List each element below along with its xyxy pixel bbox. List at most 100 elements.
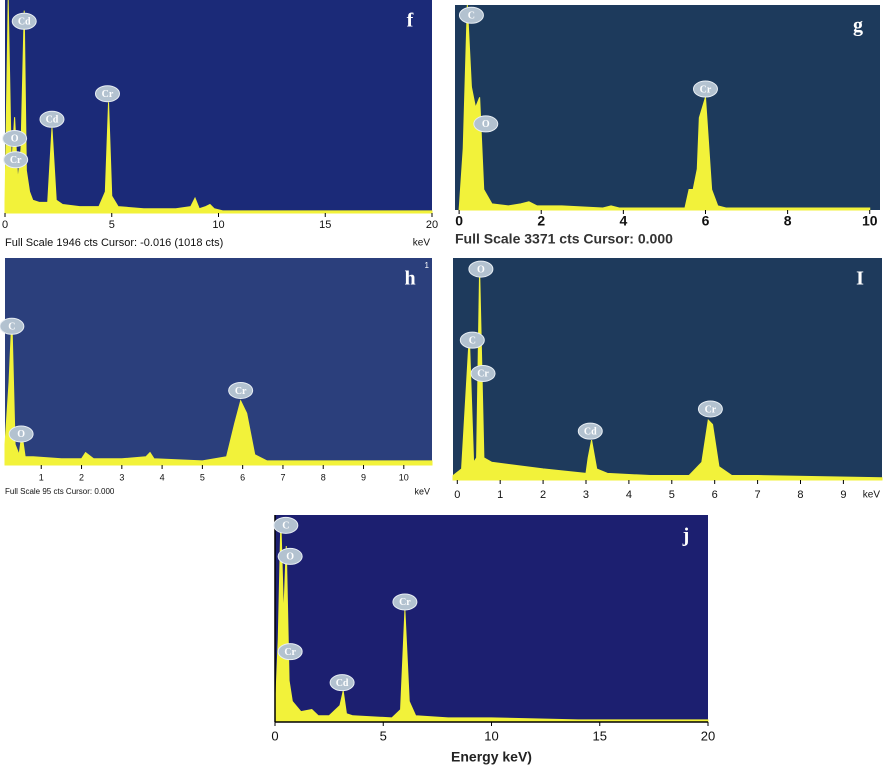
peak-label: Cr (399, 597, 411, 608)
x-tick-label: 7 (755, 489, 761, 501)
x-tick-label: 5 (200, 472, 205, 482)
x-tick-label: 6 (712, 489, 718, 501)
peak-badge (277, 547, 303, 565)
panel: 1 2 3 4 5 6 7 8 9 10 keV Full Scale 95 cts Cursor: … (0, 258, 433, 496)
peak-badge (473, 115, 499, 133)
footer: Full Scale 3371 cts Cursor: 0.000 (455, 231, 673, 247)
peak-label: C (468, 11, 475, 22)
plot-background (5, 258, 432, 465)
x-tick-label: 10 (399, 472, 409, 482)
x-tick-label: 5 (669, 489, 675, 501)
panel-letter: f (407, 10, 414, 32)
peak-badge (692, 80, 718, 98)
x-tick-label: 4 (626, 489, 632, 501)
footer: Full Scale 95 cts Cursor: 0.000 (5, 487, 115, 496)
peak-label: Cr (700, 84, 712, 95)
x-tick-label: 4 (160, 472, 165, 482)
peak-label: Cr (102, 89, 114, 100)
peak-label: O (286, 552, 294, 563)
x-tick-label: 5 (109, 219, 115, 231)
x-tick-label: 9 (361, 472, 366, 482)
panel: 0 5 10 15 20 keV Full Scale 1946 cts Cursor: -… (2, 0, 438, 249)
peak-badge (0, 317, 25, 335)
x-tick-label: 0 (454, 489, 460, 501)
spectrum (452, 269, 883, 481)
peak-label: O (17, 429, 25, 440)
unit-label: keV (414, 486, 430, 496)
x-tick-label: 9 (840, 489, 846, 501)
peak-badge (39, 110, 65, 128)
peak-label: O (482, 119, 490, 130)
peak-label: C (8, 322, 15, 333)
footer: Full Scale 1946 cts Cursor: -0.016 (1018… (5, 237, 223, 249)
peak-label: Cr (235, 386, 247, 397)
peak-badge (459, 331, 485, 349)
peak-badge (11, 12, 37, 30)
x-tick-label: 20 (426, 219, 438, 231)
x-tick-label: 2 (537, 213, 545, 229)
x-tick-label: 7 (280, 472, 285, 482)
peak-label: C (469, 335, 476, 346)
panel: 0 1 2 3 4 5 6 7 8 9 keV I O C Cr Cd Cr (452, 258, 883, 501)
x-tick-label: 8 (784, 213, 792, 229)
x-tick-label: 15 (319, 219, 331, 231)
peak-label: Cd (18, 17, 31, 28)
x-tick-label: 6 (702, 213, 710, 229)
peak-badge (577, 422, 603, 440)
peak-label: O (477, 264, 485, 275)
x-tick-label: 3 (119, 472, 124, 482)
peak-label: Cd (46, 115, 59, 126)
peak-badge (94, 85, 120, 103)
peak-label: Cr (705, 404, 717, 415)
peak-badge (392, 593, 418, 611)
spectrum (4, 318, 433, 466)
x-tick-label: 20 (701, 728, 715, 743)
panel-letter: g (853, 15, 863, 37)
peak-label: Cd (584, 426, 597, 437)
panel-letter: j (682, 525, 690, 547)
peak-badge (3, 151, 29, 169)
peak-label: Cr (477, 369, 489, 380)
x-tick-label: 10 (862, 213, 878, 229)
x-tick-label: 1 (497, 489, 503, 501)
peak-badge (228, 381, 254, 399)
x-tick-label: 0 (2, 219, 8, 231)
x-tick-label: 8 (797, 489, 803, 501)
x-tick-label: 1 (39, 472, 44, 482)
panel-letter: h (404, 268, 415, 290)
panel: 0 2 4 6 8 10 Full Scale 3371 cts Cursor: 0.000… (455, 4, 880, 247)
x-tick-label: 2 (79, 472, 84, 482)
peak-badge (697, 400, 723, 418)
x-tick-label: 8 (321, 472, 326, 482)
plot-background (453, 258, 882, 480)
peak-badge (329, 674, 355, 692)
peak-badge (458, 6, 484, 24)
peak-label: Cd (336, 678, 349, 689)
x-tick-label: 3 (583, 489, 589, 501)
x-tick-label: 10 (484, 728, 498, 743)
panel-letter: I (856, 268, 864, 290)
peak-label: Cr (10, 155, 22, 166)
x-axis-label: Energy keV) (451, 749, 532, 765)
plot-background (5, 0, 432, 213)
x-tick-label: 5 (380, 728, 387, 743)
peak-badge (470, 364, 496, 382)
x-tick-label: 6 (240, 472, 245, 482)
peak-badge (468, 260, 494, 278)
x-tick-label: 0 (455, 213, 463, 229)
spectrum (458, 4, 871, 211)
peak-badge (277, 643, 303, 661)
plot-background (455, 5, 880, 210)
unit-label: keV (863, 490, 881, 501)
peak-badge (8, 425, 34, 443)
peak-label: C (282, 521, 289, 532)
peak-label: O (11, 134, 19, 145)
x-tick-label: 10 (212, 219, 224, 231)
x-tick-label: 0 (271, 728, 278, 743)
x-tick-label: 15 (593, 728, 607, 743)
x-tick-label: 4 (619, 213, 627, 229)
unit-label: keV (413, 238, 431, 249)
peak-badge (2, 129, 28, 147)
x-tick-label: 2 (540, 489, 546, 501)
corner-label: 1 (425, 261, 430, 270)
